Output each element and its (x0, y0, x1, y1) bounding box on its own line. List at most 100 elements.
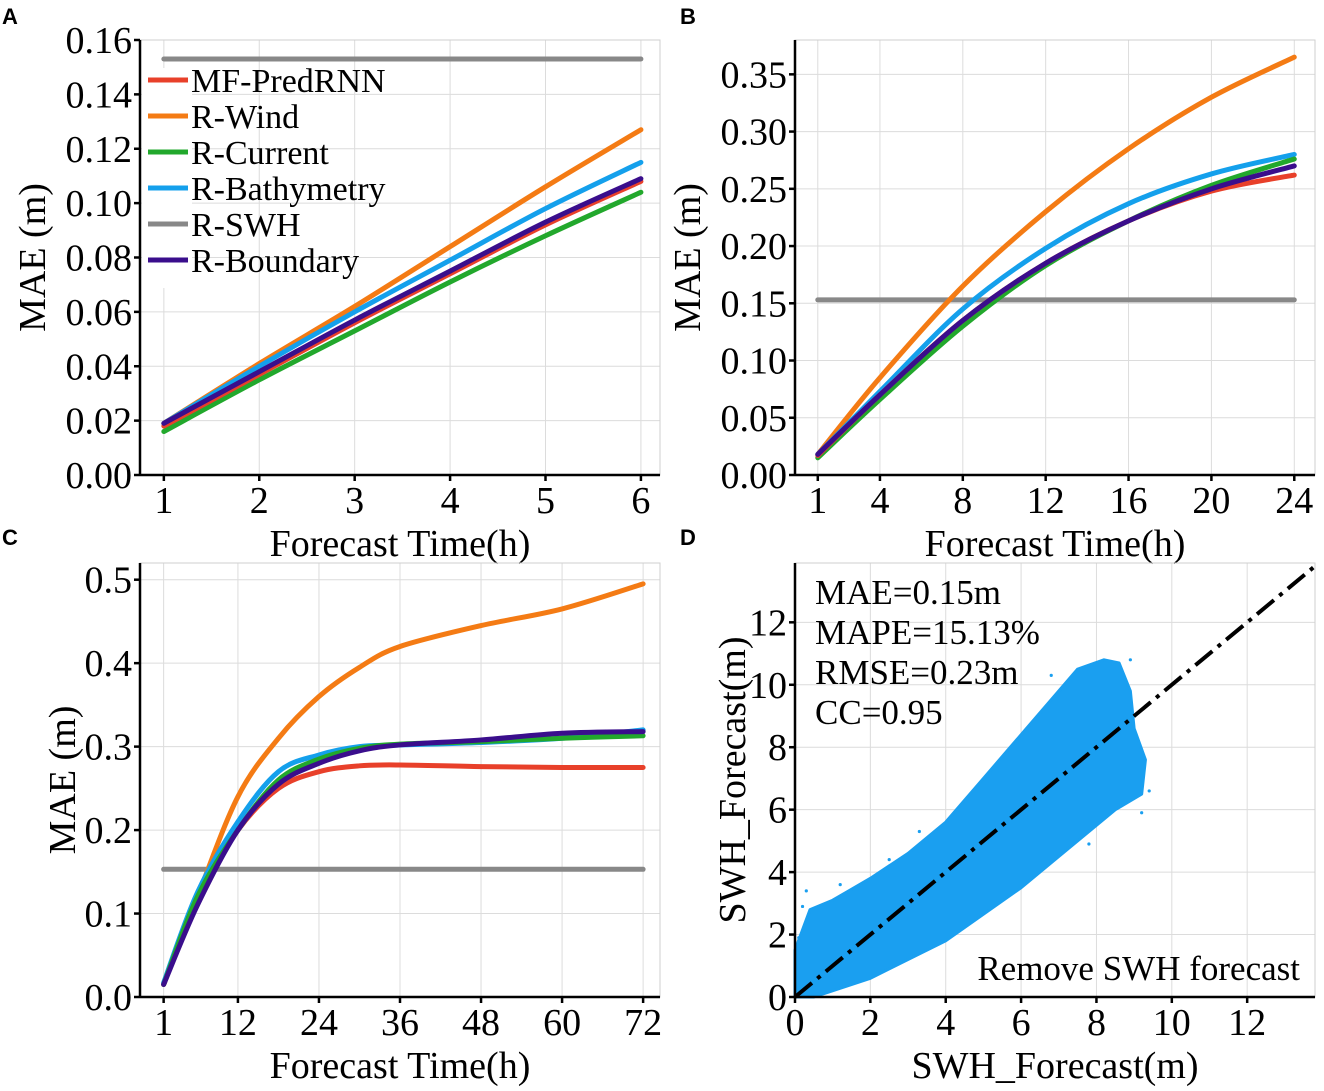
scatter-point (797, 936, 801, 940)
x-tick-label: 60 (543, 1002, 581, 1044)
y-tick-label: 0.30 (721, 112, 788, 154)
x-tick-label: 24 (1275, 480, 1313, 522)
x-tick-label: 1 (154, 1002, 173, 1044)
series-line-r-boundary (815, 163, 1297, 457)
legend-key-bg (142, 140, 192, 180)
scatter-point (1147, 789, 1151, 793)
scatter-point (804, 889, 808, 893)
y-tick-label: 0.16 (66, 20, 133, 62)
panel-label-d: D (680, 525, 696, 550)
x-tick-label: 2 (861, 1002, 880, 1044)
scatter-point-cloud (793, 658, 1147, 999)
panel-label-c: C (2, 525, 18, 550)
x-tick-label: 2 (250, 480, 269, 522)
scatter-point (1087, 842, 1091, 846)
panel-b-chart: 0.00 0.05 0.10 0.15 0.20 0.25 0.30 0.35 1 4 8 12 16 2… (667, 39, 1316, 565)
y-tick-label: 10 (749, 665, 787, 707)
x-tick-label: 72 (624, 1002, 662, 1044)
legend-label: MF-PredRNN (191, 63, 386, 100)
y-tick-label: 0.14 (66, 74, 133, 116)
y-tick-label: 0.10 (66, 183, 133, 225)
x-tick-label: 12 (1228, 1002, 1266, 1044)
y-tick-label: 2 (768, 915, 787, 957)
x-axis-title: Forecast Time(h) (270, 523, 531, 565)
mae-annotation: MAE=0.15m (815, 573, 1001, 612)
cc-annotation: CC=0.95 (815, 693, 943, 732)
y-tick-label: 0.20 (721, 226, 788, 268)
series-line-mf-predrnn (815, 172, 1297, 459)
y-axis-title: MAE (m) (667, 183, 709, 332)
rmse-annotation: RMSE=0.23m (815, 653, 1019, 692)
x-tick-label: 1 (808, 480, 827, 522)
legend-key-bg (142, 176, 192, 216)
y-tick-label: 12 (749, 602, 787, 644)
panel-label-a: A (2, 4, 18, 29)
y-tick-label: 8 (768, 727, 787, 769)
legend-label: R-Bathymetry (191, 171, 386, 208)
y-tick-label: 0.00 (721, 455, 788, 497)
legend: MF-PredRNNR-WindR-CurrentR-BathymetryR-S… (142, 63, 386, 288)
x-tick-label: 24 (300, 1002, 338, 1044)
series-line-r-current (161, 189, 644, 434)
scatter-point (887, 858, 891, 862)
panel-label-b: B (680, 4, 696, 29)
series-line-r-wind (161, 581, 646, 987)
series-line-r-wind (815, 54, 1297, 457)
y-axis-title: MAE (m) (12, 183, 54, 332)
x-tick-label: 8 (953, 480, 972, 522)
y-tick-label: 0.1 (85, 894, 133, 936)
x-tick-label: 36 (381, 1002, 419, 1044)
y-tick-label: 0.15 (721, 283, 788, 325)
mape-annotation: MAPE=15.13% (815, 613, 1040, 652)
y-axis-title: SWH_Forecast(m) (712, 636, 754, 923)
scatter-caption: Remove SWH forecast (977, 949, 1300, 988)
x-tick-label: 4 (441, 480, 460, 522)
y-tick-label: 0.02 (66, 401, 133, 443)
x-tick-label: 3 (345, 480, 364, 522)
x-tick-label: 16 (1110, 480, 1148, 522)
legend-label: R-Boundary (191, 243, 359, 280)
y-tick-label: 0.08 (66, 238, 133, 280)
x-axis-title: SWH_Forecast(m) (911, 1045, 1198, 1087)
x-tick-label: 6 (1012, 1002, 1031, 1044)
y-tick-label: 0.25 (721, 169, 788, 211)
y-axis-title: MAE (m) (42, 706, 84, 855)
y-tick-label: 0.4 (85, 643, 133, 685)
y-tick-label: 0 (768, 977, 787, 1019)
y-tick-label: 0.04 (66, 346, 133, 388)
y-tick-label: 0.05 (721, 398, 788, 440)
legend-key-bg (142, 248, 192, 288)
x-tick-label: 48 (462, 1002, 500, 1044)
series-line-r-boundary (161, 176, 644, 426)
legend-key-bg (142, 212, 192, 252)
y-tick-label: 0.5 (85, 560, 133, 602)
legend-key-bg (142, 68, 192, 108)
series-line-r-bathymetry (161, 159, 644, 426)
y-tick-label: 0.10 (721, 341, 788, 383)
x-tick-label: 20 (1192, 480, 1230, 522)
scatter-point (1049, 673, 1053, 678)
x-tick-label: 12 (1027, 480, 1065, 522)
series-line-r-bathymetry (815, 151, 1297, 457)
x-tick-label: 10 (1153, 1002, 1191, 1044)
x-tick-label: 4 (936, 1002, 955, 1044)
y-tick-label: 0.2 (85, 810, 133, 852)
y-tick-label: 0.00 (66, 455, 133, 497)
y-tick-label: 0.06 (66, 292, 133, 334)
scatter-point (1128, 658, 1132, 662)
series-line-r-current (161, 733, 646, 987)
series-line-r-boundary (161, 729, 646, 987)
x-tick-label: 6 (631, 480, 650, 522)
x-tick-label: 8 (1087, 1002, 1106, 1044)
legend-key-bg (142, 104, 192, 144)
scatter-point (838, 882, 842, 887)
legend-label: R-Wind (191, 99, 299, 136)
scatter-point (917, 829, 921, 834)
reference-line (793, 564, 1317, 999)
legend-label: R-Current (191, 135, 329, 172)
scatter-point (800, 904, 805, 909)
y-tick-label: 0.12 (66, 129, 133, 171)
y-tick-label: 4 (768, 852, 787, 894)
